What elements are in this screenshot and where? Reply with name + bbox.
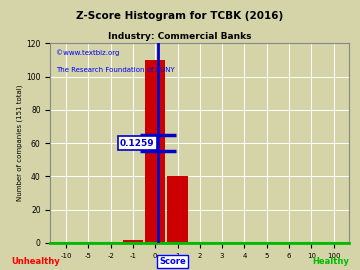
Text: Industry: Commercial Banks: Industry: Commercial Banks	[108, 32, 252, 41]
Bar	[123, 240, 143, 243]
Text: ©www.textbiz.org: ©www.textbiz.org	[57, 49, 120, 56]
Text: Unhealthy: Unhealthy	[12, 257, 60, 266]
Text: Z-Score Histogram for TCBK (2016): Z-Score Histogram for TCBK (2016)	[76, 11, 284, 21]
Text: 0.1259: 0.1259	[120, 139, 155, 148]
Text: Score: Score	[159, 257, 186, 266]
Text: Healthy: Healthy	[312, 257, 349, 266]
Bar	[167, 176, 188, 243]
Text: The Research Foundation of SUNY: The Research Foundation of SUNY	[57, 67, 175, 73]
Y-axis label: Number of companies (151 total): Number of companies (151 total)	[17, 85, 23, 201]
Bar	[145, 60, 165, 243]
